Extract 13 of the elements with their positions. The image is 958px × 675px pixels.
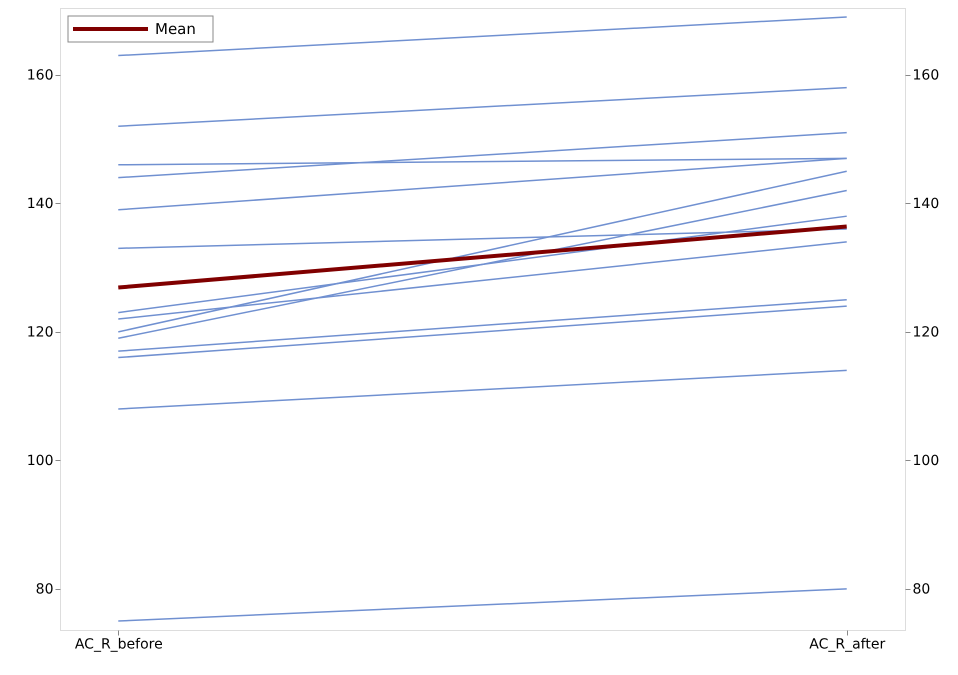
y-tick-label: 120 <box>26 324 54 340</box>
y2-tick-label: 140 <box>912 196 940 212</box>
y-tick-label: 140 <box>26 196 54 212</box>
y-tick-label: 160 <box>26 67 54 84</box>
y2-tick-label: 100 <box>912 452 940 469</box>
y2-tick-label: 80 <box>912 581 930 598</box>
y-tick-label: 100 <box>26 452 54 469</box>
y-tick-label: 80 <box>36 581 54 598</box>
y2-tick-label: 120 <box>912 324 940 340</box>
legend-label: Mean <box>155 20 196 38</box>
x-tick-label: AC_R_after <box>809 636 886 652</box>
x-tick-label: AC_R_before <box>74 636 163 652</box>
y2-tick-label: 160 <box>912 67 940 84</box>
